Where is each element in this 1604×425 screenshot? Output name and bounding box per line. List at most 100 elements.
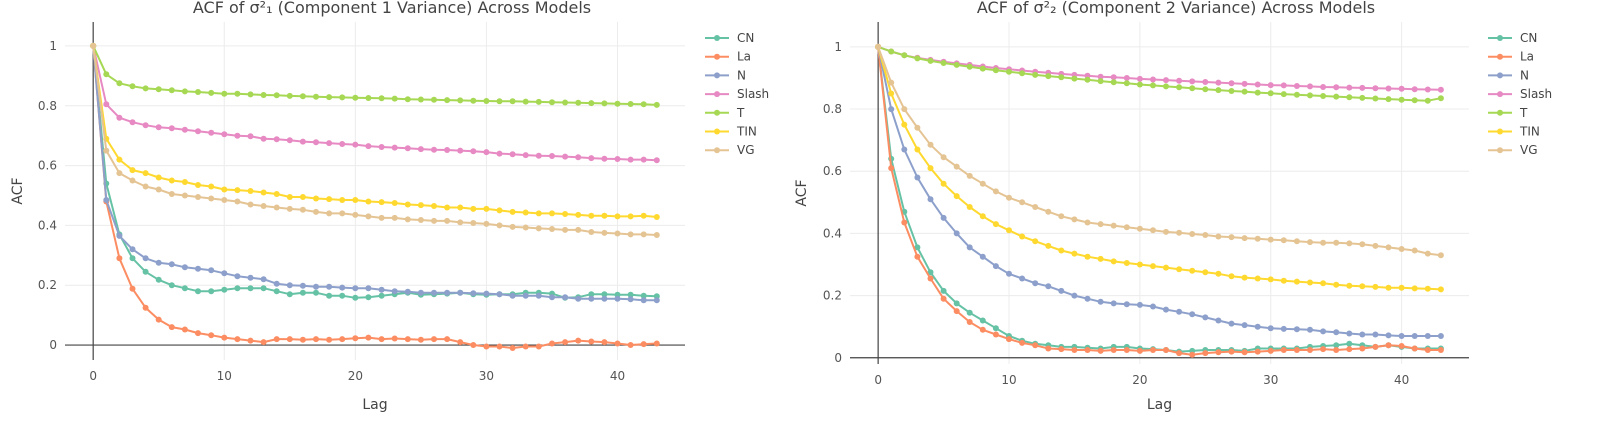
data-point[interactable] bbox=[1385, 284, 1392, 291]
data-point[interactable] bbox=[1084, 253, 1091, 260]
data-point[interactable] bbox=[1385, 96, 1392, 103]
data-point[interactable] bbox=[1424, 285, 1431, 292]
data-point[interactable] bbox=[1267, 82, 1274, 89]
data-point[interactable] bbox=[195, 265, 201, 272]
data-point[interactable] bbox=[627, 231, 634, 238]
data-point[interactable] bbox=[927, 141, 934, 148]
data-point[interactable] bbox=[444, 217, 451, 224]
data-point[interactable] bbox=[247, 274, 254, 281]
data-point[interactable] bbox=[927, 165, 934, 172]
data-point[interactable] bbox=[1019, 233, 1026, 240]
data-point[interactable] bbox=[404, 216, 411, 223]
legend-item-t[interactable]: T bbox=[705, 106, 745, 120]
data-point[interactable] bbox=[404, 201, 411, 208]
data-point[interactable] bbox=[927, 57, 934, 64]
data-point[interactable] bbox=[1097, 347, 1104, 354]
data-point[interactable] bbox=[1045, 208, 1052, 215]
data-point[interactable] bbox=[404, 336, 411, 343]
data-point[interactable] bbox=[286, 92, 293, 99]
data-point[interactable] bbox=[365, 198, 372, 205]
legend-item-t[interactable]: T bbox=[1488, 106, 1528, 120]
data-point[interactable] bbox=[142, 170, 149, 177]
data-point[interactable] bbox=[509, 98, 516, 105]
data-point[interactable] bbox=[221, 270, 228, 277]
data-point[interactable] bbox=[1320, 328, 1327, 335]
data-point[interactable] bbox=[1163, 264, 1169, 271]
data-point[interactable] bbox=[588, 291, 595, 298]
data-point[interactable] bbox=[1189, 267, 1196, 274]
data-point[interactable] bbox=[247, 188, 254, 194]
data-point[interactable] bbox=[352, 294, 359, 301]
data-point[interactable] bbox=[601, 339, 608, 346]
data-point[interactable] bbox=[1333, 239, 1340, 246]
data-point[interactable] bbox=[1424, 97, 1431, 104]
data-point[interactable] bbox=[1032, 204, 1039, 210]
data-point[interactable] bbox=[352, 141, 359, 148]
data-point[interactable] bbox=[208, 195, 215, 202]
legend-item-cn[interactable]: CN bbox=[705, 31, 754, 45]
data-point[interactable] bbox=[1084, 295, 1091, 302]
data-point[interactable] bbox=[1254, 89, 1261, 96]
data-point[interactable] bbox=[260, 189, 267, 196]
data-point[interactable] bbox=[365, 285, 372, 292]
data-point[interactable] bbox=[260, 92, 267, 98]
data-point[interactable] bbox=[116, 156, 123, 163]
data-point[interactable] bbox=[1398, 96, 1405, 103]
data-point[interactable] bbox=[195, 194, 201, 200]
data-point[interactable] bbox=[391, 214, 398, 221]
data-point[interactable] bbox=[1163, 306, 1169, 313]
data-point[interactable] bbox=[1058, 287, 1065, 294]
data-point[interactable] bbox=[221, 90, 228, 97]
data-point[interactable] bbox=[1320, 93, 1327, 99]
data-point[interactable] bbox=[1307, 92, 1313, 99]
data-point[interactable] bbox=[116, 255, 123, 262]
data-point[interactable] bbox=[457, 204, 464, 211]
data-point[interactable] bbox=[953, 163, 960, 170]
data-point[interactable] bbox=[1058, 74, 1065, 81]
data-point[interactable] bbox=[1123, 224, 1130, 231]
data-point[interactable] bbox=[992, 67, 999, 74]
data-point[interactable] bbox=[940, 154, 947, 161]
data-point[interactable] bbox=[457, 147, 464, 154]
data-point[interactable] bbox=[1346, 84, 1353, 91]
data-point[interactable] bbox=[1084, 347, 1091, 353]
data-point[interactable] bbox=[168, 282, 175, 289]
data-point[interactable] bbox=[1136, 261, 1143, 268]
data-point[interactable] bbox=[208, 288, 215, 295]
data-point[interactable] bbox=[1241, 235, 1248, 242]
data-point[interactable] bbox=[562, 99, 569, 106]
data-point[interactable] bbox=[575, 295, 582, 302]
data-point[interactable] bbox=[588, 212, 595, 219]
data-point[interactable] bbox=[1032, 238, 1039, 245]
data-point[interactable] bbox=[431, 203, 437, 209]
data-point[interactable] bbox=[326, 94, 333, 101]
data-point[interactable] bbox=[1097, 255, 1104, 262]
data-point[interactable] bbox=[601, 295, 608, 302]
data-point[interactable] bbox=[1071, 75, 1078, 82]
data-point[interactable] bbox=[417, 146, 424, 153]
data-point[interactable] bbox=[470, 290, 477, 297]
data-point[interactable] bbox=[260, 276, 267, 283]
data-point[interactable] bbox=[1307, 83, 1313, 90]
data-point[interactable] bbox=[1228, 234, 1235, 241]
data-point[interactable] bbox=[352, 197, 359, 203]
data-point[interactable] bbox=[339, 141, 346, 147]
data-point[interactable] bbox=[326, 292, 333, 299]
data-point[interactable] bbox=[653, 297, 660, 304]
data-point[interactable] bbox=[103, 147, 110, 154]
data-point[interactable] bbox=[103, 71, 110, 78]
data-point[interactable] bbox=[901, 219, 908, 226]
data-point[interactable] bbox=[1398, 85, 1405, 92]
data-point[interactable] bbox=[509, 345, 516, 351]
data-point[interactable] bbox=[1123, 80, 1130, 87]
data-point[interactable] bbox=[575, 211, 582, 218]
data-point[interactable] bbox=[221, 186, 228, 193]
data-point[interactable] bbox=[313, 139, 319, 146]
data-point[interactable] bbox=[1320, 280, 1327, 287]
data-point[interactable] bbox=[1372, 85, 1379, 92]
data-point[interactable] bbox=[888, 165, 895, 172]
data-point[interactable] bbox=[1136, 81, 1143, 88]
data-point[interactable] bbox=[1176, 229, 1183, 236]
data-point[interactable] bbox=[1424, 250, 1431, 257]
data-point[interactable] bbox=[509, 292, 516, 299]
